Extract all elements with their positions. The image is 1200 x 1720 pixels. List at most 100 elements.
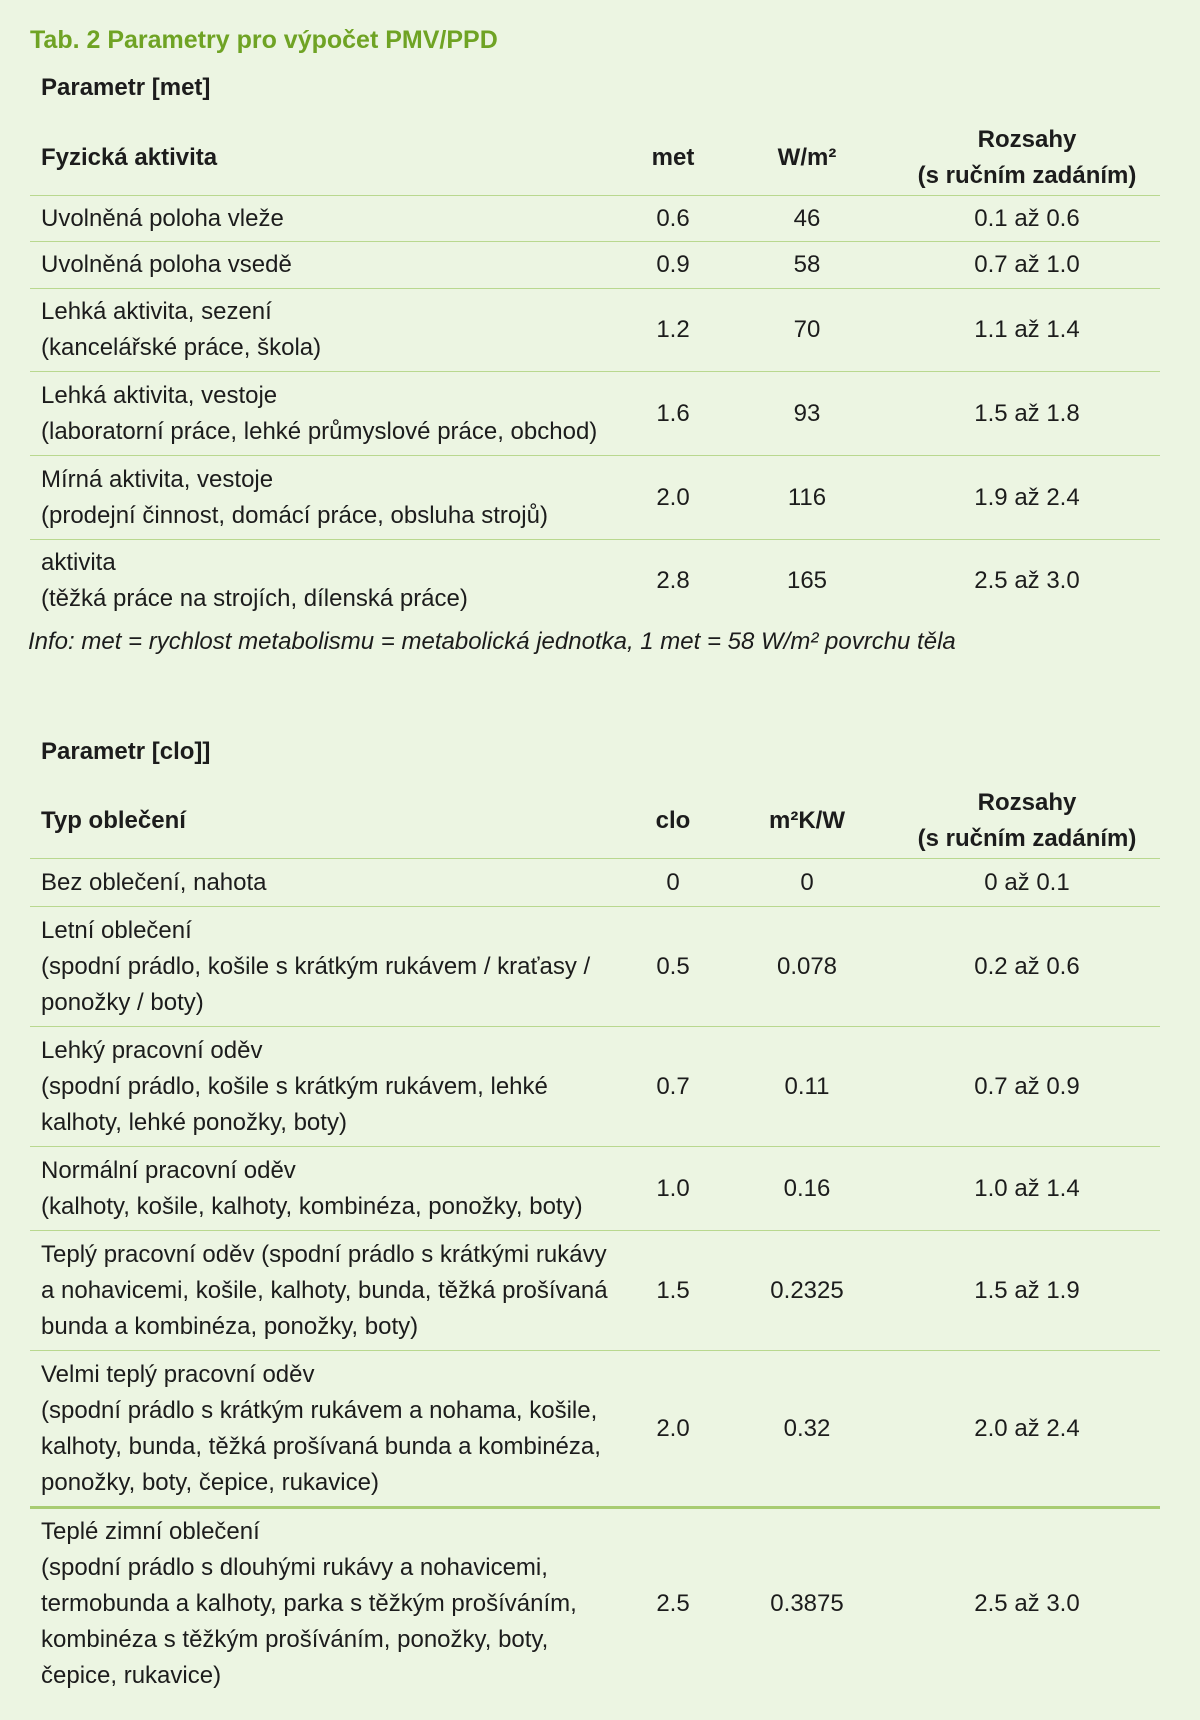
met-header-met: met	[651, 144, 695, 171]
met-row-wm2: 46	[793, 204, 821, 232]
clo-row-range: 0.7 až 0.9	[974, 1072, 1080, 1100]
clo-row-clo: 0.7	[656, 1072, 690, 1100]
clo-row-label-line: Lehký pracovní oděv	[41, 1036, 263, 1064]
met-row-range: 1.9 až 2.4	[974, 483, 1080, 511]
clo-row-clo: 1.5	[656, 1276, 690, 1304]
met-row-label-line: Lehká aktivita, sezení	[41, 298, 272, 325]
met-table: Fyzická aktivita met W/m² Rozsahy (s ruč…	[30, 121, 1160, 622]
clo-row-label-line: termobunda a kalhoty, parka s těžkým pro…	[41, 1590, 577, 1617]
met-row-heavy: aktivita (těžká práce na strojích, dílen…	[30, 540, 1160, 622]
met-row-wm2: 165	[786, 567, 828, 594]
clo-row-very-warm-work: Velmi teplý pracovní oděv (spodní prádlo…	[30, 1351, 1160, 1509]
met-row-light-standing: Lehká aktivita, vestoje (laboratorní prá…	[30, 372, 1160, 456]
clo-row-warm-work: Teplý pracovní oděv (spodní prádlo s krá…	[30, 1231, 1160, 1351]
met-row-met: 0.9	[656, 251, 690, 278]
clo-row-label: Teplé zimní oblečení (spodní prádlo s dl…	[30, 1514, 626, 1694]
clo-row-label-line: kalhoty, lehké ponožky, boty)	[41, 1108, 347, 1136]
clo-row-clo: 2.0	[656, 1414, 690, 1442]
met-row-moderate-standing: Mírná aktivita, vestoje (prodejní činnos…	[30, 456, 1160, 540]
clo-row-label: Normální pracovní oděv (kalhoty, košile,…	[30, 1153, 626, 1225]
met-header-wm2: W/m²	[777, 144, 837, 171]
met-info-note: Info: met = rychlost metabolismu = metab…	[28, 628, 956, 655]
met-row-range: 1.5 až 1.8	[974, 399, 1080, 427]
clo-row-label-line: (spodní prádlo s dlouhými rukávy a nohav…	[41, 1554, 548, 1581]
clo-table: Typ oblečení clo m²K/W Rozsahy (s ručním…	[30, 784, 1160, 1699]
met-row-range: 0.1 až 0.6	[974, 204, 1080, 232]
clo-row-label: Lehký pracovní oděv (spodní prádlo, koši…	[30, 1033, 626, 1141]
clo-row-label-line: ponožky / boty)	[41, 988, 204, 1016]
met-row-wm2: 70	[793, 316, 821, 343]
clo-row-label: Letní oblečení (spodní prádlo, košile s …	[30, 913, 626, 1021]
met-row-sitting-relaxed: Uvolněná poloha vsedě 0.9 58 0.7 až 1.0	[30, 242, 1160, 289]
table-caption: Tab. 2 Parametry pro výpočet PMV/PPD	[30, 26, 498, 54]
met-row-label-line: Mírná aktivita, vestoje	[41, 465, 274, 493]
clo-row-label: Bez oblečení, nahota	[41, 868, 267, 896]
met-header-range-line1: Rozsahy	[977, 126, 1077, 153]
clo-row-m2kw: 0	[800, 868, 814, 896]
clo-row-label-line: kalhoty, bunda, těžká prošívaná bunda a …	[41, 1432, 601, 1460]
met-row-label-line: (prodejní činnost, domácí práce, obsluha…	[41, 501, 548, 529]
clo-row-range: 1.0 až 1.4	[974, 1174, 1080, 1202]
clo-row-label: Velmi teplý pracovní oděv (spodní prádlo…	[30, 1357, 626, 1501]
met-row-label-line: (těžká práce na strojích, dílenská práce…	[41, 585, 468, 612]
clo-row-label-line: (kalhoty, košile, kalhoty, kombinéza, po…	[41, 1192, 583, 1220]
met-row-lying: Uvolněná poloha vleže 0.6 46 0.1 až 0.6	[30, 196, 1160, 242]
clo-row-range: 2.0 až 2.4	[974, 1414, 1080, 1442]
met-row-wm2: 93	[793, 399, 821, 427]
clo-row-label-line: Teplé zimní oblečení	[41, 1518, 260, 1545]
clo-header-clo: clo	[655, 807, 691, 834]
clo-row-label-line: Teplý pracovní oděv (spodní prádlo s krá…	[41, 1240, 607, 1268]
met-row-met: 2.8	[656, 567, 690, 594]
met-row-label: Lehká aktivita, vestoje (laboratorní prá…	[30, 378, 626, 450]
clo-row-summer: Letní oblečení (spodní prádlo, košile s …	[30, 907, 1160, 1027]
clo-row-m2kw: 0.16	[783, 1174, 831, 1202]
met-row-label: Mírná aktivita, vestoje (prodejní činnos…	[30, 462, 626, 534]
clo-row-none: Bez oblečení, nahota 0 0 0 až 0.1	[30, 859, 1160, 907]
clo-row-clo: 0.5	[656, 952, 690, 980]
clo-row-range: 0 až 0.1	[984, 868, 1070, 896]
clo-row-clo: 1.0	[656, 1174, 690, 1202]
met-row-label: Lehká aktivita, sezení (kancelářské prác…	[30, 294, 626, 366]
met-row-wm2: 116	[787, 483, 827, 511]
met-row-met: 1.6	[656, 399, 690, 427]
clo-row-m2kw: 0.3875	[770, 1590, 844, 1617]
clo-row-winter: Teplé zimní oblečení (spodní prádlo s dl…	[30, 1509, 1160, 1699]
clo-row-label-line: Normální pracovní oděv	[41, 1156, 296, 1184]
met-row-met: 0.6	[656, 204, 690, 232]
clo-row-label-line: (spodní prádlo, košile s krátkým rukávem…	[41, 1072, 548, 1100]
met-header-range-line2: (s ručním zadáním)	[917, 162, 1137, 189]
clo-row-label: Teplý pracovní oděv (spodní prádlo s krá…	[30, 1237, 626, 1345]
clo-row-label-line: ponožky, boty, čepice, rukavice)	[41, 1468, 379, 1496]
clo-header-m2kw: m²K/W	[769, 807, 845, 834]
clo-row-m2kw: 0.2325	[770, 1276, 844, 1304]
clo-row-range: 0.2 až 0.6	[974, 952, 1080, 980]
met-header-range: Rozsahy (s ručním zadáním)	[894, 122, 1160, 194]
clo-section-title: Parametr [clo]]	[41, 738, 211, 765]
clo-row-label-line: (spodní prádlo s krátkým rukávem a noham…	[41, 1396, 598, 1424]
clo-header-range-line2: (s ručním zadáním)	[917, 825, 1137, 852]
clo-row-m2kw: 0.32	[783, 1414, 831, 1442]
clo-row-label-line: Velmi teplý pracovní oděv	[41, 1360, 315, 1388]
met-row-range: 0.7 až 1.0	[974, 251, 1080, 278]
clo-header-type: Typ oblečení	[41, 807, 186, 834]
clo-header-range-line1: Rozsahy	[977, 789, 1077, 816]
clo-row-label-line: Letní oblečení	[41, 916, 192, 944]
met-row-range: 2.5 až 3.0	[974, 567, 1080, 594]
clo-row-m2kw: 0.078	[776, 952, 838, 980]
met-row-met: 1.2	[656, 316, 690, 343]
met-table-header: Fyzická aktivita met W/m² Rozsahy (s ruč…	[30, 121, 1160, 196]
met-row-wm2: 58	[793, 251, 821, 278]
clo-header-range: Rozsahy (s ručním zadáním)	[894, 785, 1160, 857]
met-row-label-line: Lehká aktivita, vestoje	[41, 381, 278, 409]
met-row-label-line: aktivita	[41, 549, 116, 576]
clo-table-header: Typ oblečení clo m²K/W Rozsahy (s ručním…	[30, 784, 1160, 859]
clo-row-range: 1.5 až 1.9	[974, 1276, 1080, 1304]
clo-row-label-line: a nohavicemi, košile, kalhoty, bunda, tě…	[41, 1276, 608, 1304]
clo-row-light-work: Lehký pracovní oděv (spodní prádlo, koši…	[30, 1027, 1160, 1147]
met-row-met: 2.0	[656, 483, 690, 511]
met-row-label: aktivita (těžká práce na strojích, dílen…	[30, 545, 626, 617]
clo-row-label-line: čepice, rukavice)	[41, 1662, 222, 1689]
met-header-activity: Fyzická aktivita	[41, 144, 218, 171]
met-row-label: Uvolněná poloha vsedě	[41, 251, 292, 278]
clo-row-normal-work: Normální pracovní oděv (kalhoty, košile,…	[30, 1147, 1160, 1231]
